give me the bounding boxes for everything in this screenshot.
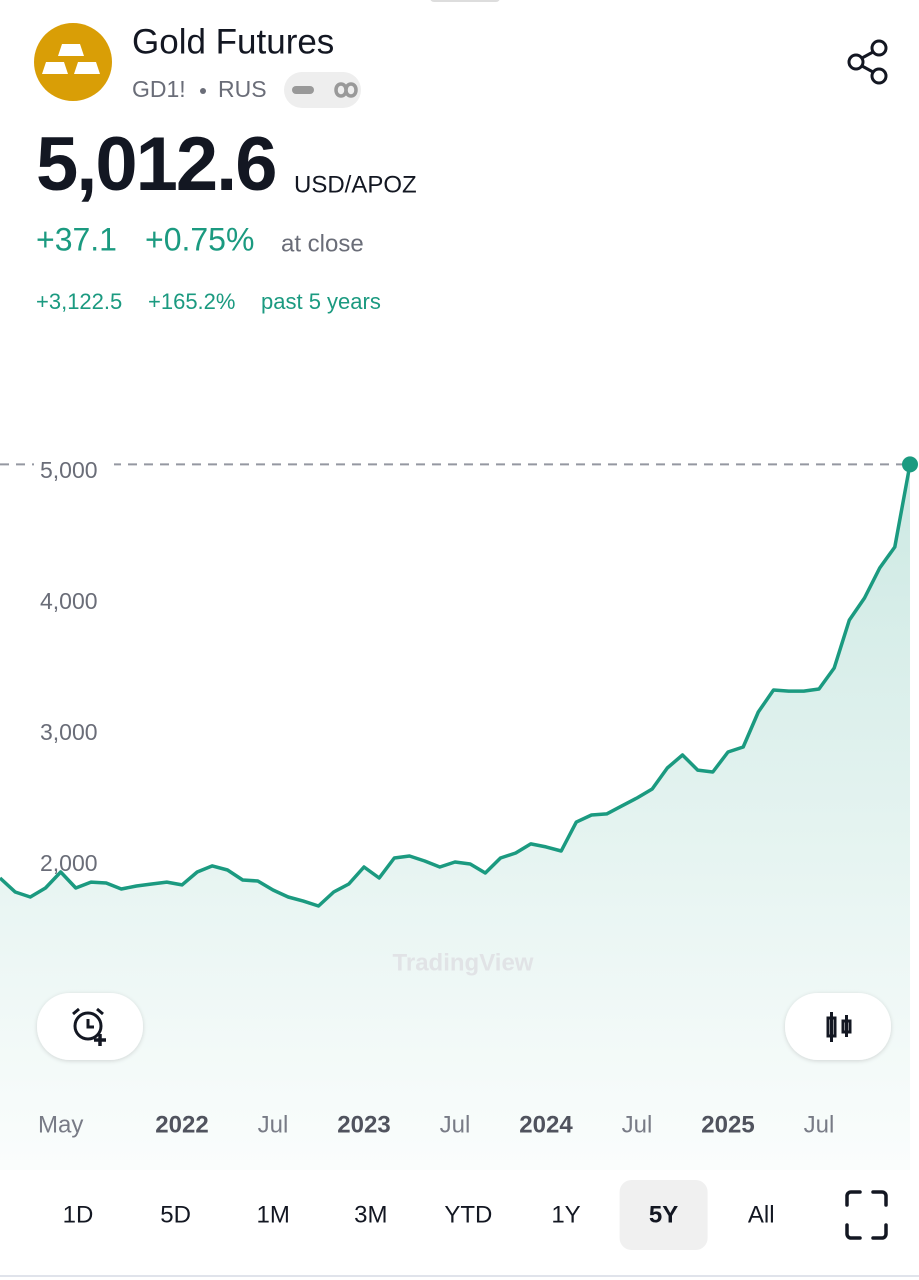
- fullscreen-button[interactable]: [845, 1190, 888, 1240]
- y-tick-label: 2,000: [40, 850, 98, 876]
- x-tick-label: 2025: [701, 1111, 754, 1138]
- range-button[interactable]: 1Y: [551, 1201, 580, 1228]
- range-button[interactable]: 5D: [160, 1201, 191, 1228]
- change-percent: +0.75%: [145, 221, 254, 257]
- change: +37.1: [36, 221, 117, 257]
- separator-dot: [200, 88, 206, 94]
- range-button[interactable]: 3M: [354, 1201, 387, 1228]
- x-tick-label: Jul: [440, 1111, 471, 1138]
- notch: [430, 0, 500, 2]
- range-button[interactable]: 1D: [63, 1201, 94, 1228]
- price: 5,012.6: [36, 122, 276, 207]
- logo: [34, 23, 112, 101]
- badge[interactable]: [284, 72, 361, 108]
- last-point: [902, 456, 918, 473]
- range-button[interactable]: YTD: [444, 1201, 492, 1228]
- x-tick-label: Jul: [622, 1111, 653, 1138]
- area-fill: [0, 464, 910, 1170]
- range-bar: 1D 5D 1M 3M YTD 1Y 5Y All: [63, 1180, 775, 1250]
- chart: 2,000 3,000 4,000 5,000 May 2022 Jul 2023 Jul 202…: [0, 456, 918, 1170]
- symbol: GD1!: [132, 76, 186, 102]
- period-label: past 5 years: [261, 289, 381, 314]
- range-button[interactable]: All: [748, 1201, 775, 1228]
- x-tick-label: Jul: [804, 1111, 835, 1138]
- range-button[interactable]: 5Y: [649, 1201, 678, 1228]
- period-change: +3,122.5: [36, 289, 122, 314]
- watermark: TradingView: [393, 949, 534, 976]
- range-button[interactable]: 1M: [257, 1201, 290, 1228]
- y-tick-label: 4,000: [40, 588, 98, 614]
- price-unit: USD/APOZ: [294, 171, 417, 198]
- exchange: RUS: [218, 76, 267, 102]
- y-tick-label: 3,000: [40, 719, 98, 745]
- title: Gold Futures: [132, 22, 334, 61]
- x-tick-label: May: [38, 1111, 83, 1138]
- share-button[interactable]: [847, 39, 888, 85]
- x-tick-label: Jul: [258, 1111, 289, 1138]
- period-change-percent: +165.2%: [148, 289, 235, 314]
- alert-button[interactable]: [37, 993, 143, 1060]
- x-tick-label: 2023: [337, 1111, 390, 1138]
- x-tick-label: 2024: [519, 1111, 573, 1138]
- status: at close: [281, 230, 364, 257]
- y-tick-label: 5,000: [40, 457, 98, 483]
- price-line: [0, 463, 912, 908]
- chart-type-button[interactable]: [785, 993, 891, 1060]
- x-tick-label: 2022: [155, 1111, 208, 1138]
- y-tick-label-bg: [34, 458, 114, 486]
- range-selected-bg: [619, 1180, 708, 1250]
